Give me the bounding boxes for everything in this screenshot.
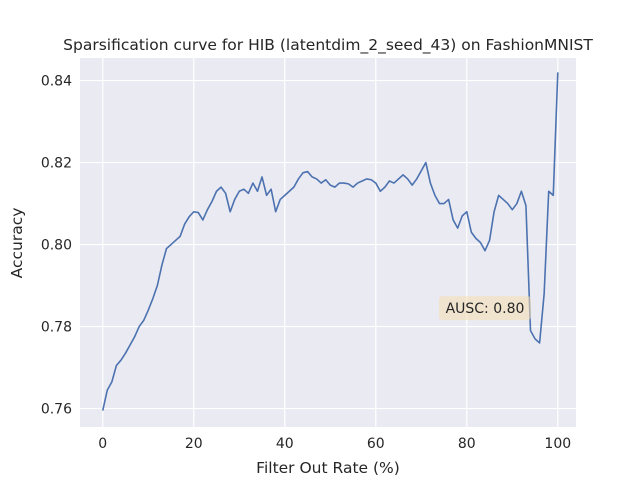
y-tick-labels: 0.76 0.78 0.80 0.82 0.84 bbox=[41, 74, 72, 418]
chart-title: Sparsification curve for HIB (latentdim_… bbox=[63, 36, 593, 55]
x-gridlines bbox=[102, 58, 559, 427]
y-tick-label: 0.82 bbox=[41, 156, 72, 172]
ausc-annotation: AUSC: 0.80 bbox=[438, 296, 531, 321]
annotation-text: AUSC: 0.80 bbox=[446, 301, 525, 317]
x-tick-label: 60 bbox=[367, 436, 385, 452]
accuracy-line bbox=[101, 72, 559, 411]
y-tick-label: 0.80 bbox=[41, 238, 72, 254]
x-tick-label: 40 bbox=[276, 436, 294, 452]
x-tick-label: 20 bbox=[185, 436, 203, 452]
y-tick-label: 0.84 bbox=[41, 74, 72, 90]
x-tick-label: 100 bbox=[544, 436, 571, 452]
x-axis-label: Filter Out Rate (%) bbox=[256, 459, 400, 477]
y-tick-label: 0.78 bbox=[41, 320, 72, 336]
y-gridlines bbox=[80, 79, 576, 410]
annotation-box bbox=[438, 296, 531, 321]
plot-background bbox=[80, 58, 576, 427]
x-tick-labels: 0 20 40 60 80 100 bbox=[98, 436, 571, 452]
x-tick-label: 80 bbox=[458, 436, 476, 452]
x-tick-label: 0 bbox=[98, 436, 107, 452]
y-tick-label: 0.76 bbox=[41, 402, 72, 418]
y-axis-label: Accuracy bbox=[8, 208, 26, 279]
